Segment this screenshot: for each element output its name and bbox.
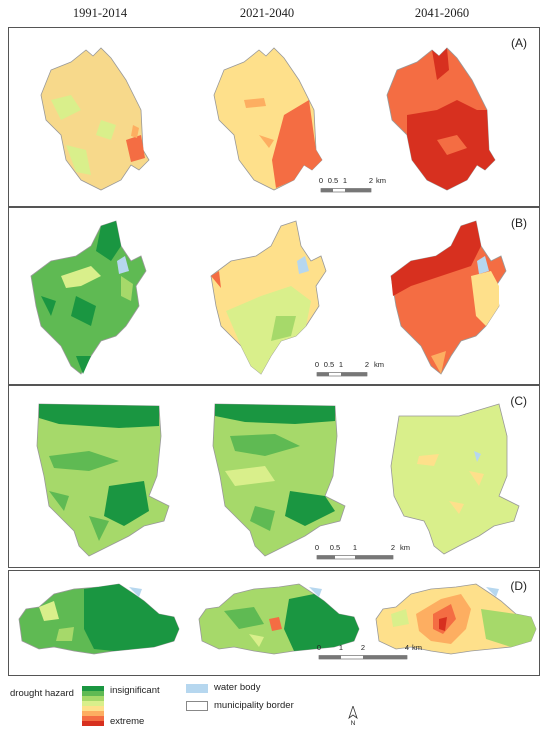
legend-color-class xyxy=(82,711,104,716)
drought-hazard-color-ramp xyxy=(82,686,104,726)
map-c-2041-2060 xyxy=(390,403,520,555)
panel-c: (C) 0 0.5 1 2 km xyxy=(8,385,540,568)
panel-label: (A) xyxy=(511,36,527,50)
panel-label: (D) xyxy=(510,579,527,593)
scale-bar-d: 0 1 2 4 km xyxy=(316,643,422,662)
scale-tick: 0 xyxy=(318,176,324,185)
legend-color-class xyxy=(82,696,104,701)
north-arrow-label: N xyxy=(350,720,356,727)
north-arrow-icon: N xyxy=(343,704,363,727)
map-a-2041-2060 xyxy=(386,47,496,191)
municipality-border-swatch xyxy=(186,701,208,711)
map-d-1991-2014 xyxy=(18,583,180,655)
scale-unit: km xyxy=(412,643,422,652)
map-c-2021-2040 xyxy=(212,403,346,557)
map-c-1991-2014 xyxy=(36,403,170,557)
water-body-swatch xyxy=(186,684,208,693)
scale-tick: 0.5 xyxy=(327,176,339,185)
scale-tick: 0.5 xyxy=(329,543,341,552)
map-a-1991-2014 xyxy=(40,47,150,191)
legend-low-label: insignificant xyxy=(110,685,160,696)
panel-a: (A) 0 0.5 1 2 km xyxy=(8,27,540,207)
scale-unit: km xyxy=(374,360,384,369)
column-heading-2021-2040: 2021-2040 xyxy=(239,6,295,20)
scale-tick: 2 xyxy=(390,543,396,552)
map-b-1991-2014 xyxy=(30,220,147,375)
scale-tick: 0 xyxy=(314,543,320,552)
legend-color-class xyxy=(82,716,104,721)
scale-tick: 2 xyxy=(360,643,366,652)
panel-label: (B) xyxy=(511,216,527,230)
scale-tick: 4 xyxy=(404,643,410,652)
legend-title: drought hazard xyxy=(10,688,74,699)
map-d-2021-2040 xyxy=(198,583,360,655)
scale-tick: 0 xyxy=(316,643,322,652)
map-d-2041-2060 xyxy=(375,583,537,655)
scale-unit: km xyxy=(376,176,386,185)
legend-high-label: extreme xyxy=(110,716,145,727)
panel-label: (C) xyxy=(510,394,527,408)
legend: drought hazard insignificant extreme wat… xyxy=(0,676,550,734)
map-a-2021-2040 xyxy=(213,47,323,191)
scale-tick: 2 xyxy=(368,176,374,185)
legend-water-label: water body xyxy=(214,682,261,693)
scale-tick: 0.5 xyxy=(323,360,335,369)
scale-bar-a: 0 0.5 1 2 km xyxy=(318,176,386,195)
map-b-2041-2060 xyxy=(390,220,507,375)
legend-color-class xyxy=(82,686,104,691)
legend-color-class xyxy=(82,721,104,726)
column-heading-1991-2014: 1991-2014 xyxy=(72,6,128,20)
scale-tick: 0 xyxy=(314,360,320,369)
scale-unit: km xyxy=(400,543,410,552)
scale-tick: 2 xyxy=(364,360,370,369)
scale-tick: 1 xyxy=(352,543,358,552)
scale-bar-c: 0 0.5 1 2 km xyxy=(314,543,410,562)
scale-tick: 1 xyxy=(338,360,344,369)
legend-color-class xyxy=(82,691,104,696)
panel-b: (B) 0 0.5 1 2 km xyxy=(8,207,540,385)
legend-border-label: municipality border xyxy=(214,700,294,711)
scale-tick: 1 xyxy=(338,643,344,652)
legend-color-class xyxy=(82,701,104,706)
map-b-2021-2040 xyxy=(210,220,327,375)
panel-d: (D) 0 1 2 4 km xyxy=(8,570,540,676)
scale-tick: 1 xyxy=(342,176,348,185)
scale-bar-b: 0 0.5 1 2 km xyxy=(314,360,384,379)
column-heading-2041-2060: 2041-2060 xyxy=(414,6,470,20)
legend-color-class xyxy=(82,706,104,711)
